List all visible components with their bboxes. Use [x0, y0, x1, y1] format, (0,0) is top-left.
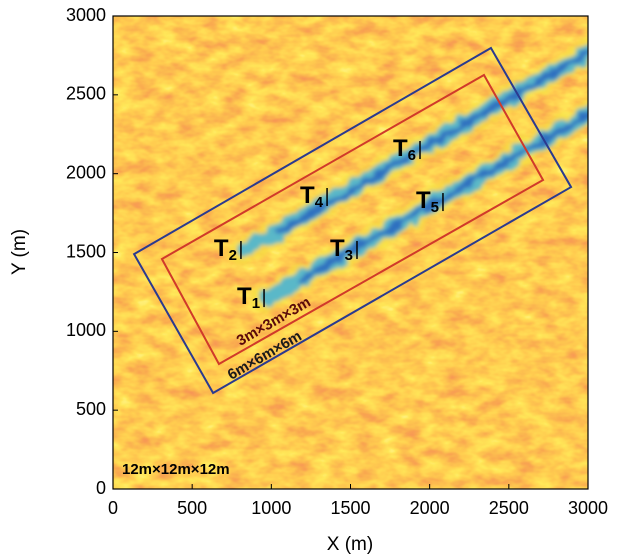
x-tick-label: 0 — [108, 498, 118, 518]
y-tick-label: 3000 — [66, 5, 106, 25]
turbine-index: 6 — [408, 147, 416, 164]
turbine-letter: T — [330, 235, 345, 262]
turbine-index: 4 — [315, 194, 324, 211]
x-axis-label: X (m) — [327, 534, 373, 555]
y-tick-label: 2500 — [66, 84, 106, 104]
x-tick-label: 3000 — [568, 498, 608, 518]
x-tick-label: 2500 — [489, 498, 529, 518]
y-tick-label: 1000 — [66, 320, 106, 340]
turbine-index: 3 — [345, 247, 353, 264]
turbine-index: 5 — [431, 199, 439, 216]
turbine-letter: T — [214, 235, 229, 262]
y-tick-label: 2000 — [66, 162, 106, 182]
turbine-label: T5 — [416, 187, 439, 216]
turbine-index: 2 — [229, 247, 237, 264]
region-box — [160, 73, 545, 366]
x-tick-label: 2000 — [410, 498, 450, 518]
turbine-letter: T — [393, 135, 408, 162]
turbine-letter: T — [237, 283, 252, 310]
x-tick-label: 500 — [177, 498, 207, 518]
x-tick-label: 1000 — [251, 498, 291, 518]
y-tick-label: 1500 — [66, 241, 106, 261]
turbine-label: T2 — [214, 235, 237, 264]
turbine-letter: T — [300, 182, 315, 209]
turbine-label: T6 — [393, 135, 416, 164]
domain-label: 12m×12m×12m — [122, 461, 230, 478]
y-tick-label: 0 — [96, 478, 106, 498]
turbine-index: 1 — [252, 295, 260, 312]
y-axis-label: Y (m) — [9, 229, 30, 275]
turbine-label: T4 — [300, 182, 324, 211]
x-tick-label: 1500 — [330, 498, 370, 518]
turbine-label: T1 — [237, 283, 260, 312]
turbine-letter: T — [416, 187, 431, 214]
region-box — [132, 46, 573, 395]
turbine-label: T3 — [330, 235, 353, 264]
y-tick-label: 500 — [76, 399, 106, 419]
